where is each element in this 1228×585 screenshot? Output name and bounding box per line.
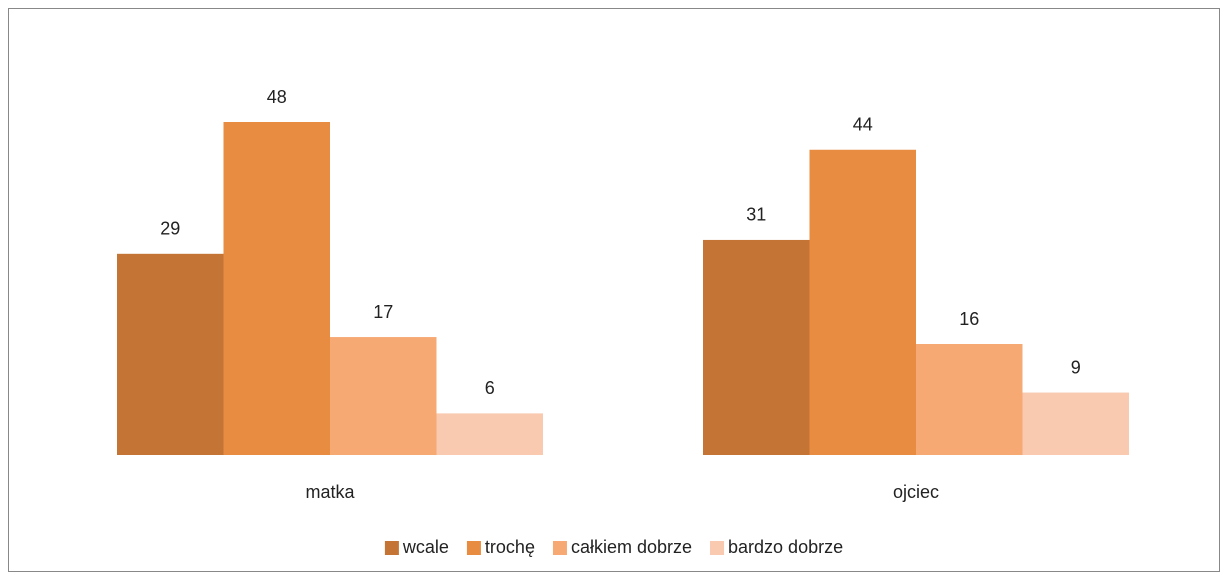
data-label: 16 (959, 309, 979, 329)
bar (330, 337, 437, 455)
legend-label: bardzo dobrze (728, 537, 843, 557)
bar (1022, 392, 1129, 455)
data-label: 9 (1071, 357, 1081, 377)
data-label: 17 (373, 302, 393, 322)
data-label: 44 (853, 115, 873, 135)
legend-swatch (552, 541, 567, 555)
legend-label: wcale (402, 537, 449, 557)
data-label: 29 (160, 219, 180, 239)
bar (117, 253, 224, 455)
bar (436, 413, 543, 455)
data-label: 6 (485, 378, 495, 398)
bar (916, 344, 1023, 455)
data-label: 31 (746, 205, 766, 225)
bar (809, 149, 916, 455)
bar (703, 239, 810, 455)
bar (223, 122, 330, 455)
legend-swatch (384, 541, 399, 555)
data-label: 48 (267, 87, 287, 107)
legend-swatch (466, 541, 481, 555)
legend-label: całkiem dobrze (571, 537, 692, 557)
x-tick-label: matka (305, 482, 355, 502)
legend-swatch (710, 541, 725, 555)
legend-label: trochę (485, 537, 535, 557)
x-tick-label: ojciec (893, 482, 939, 502)
